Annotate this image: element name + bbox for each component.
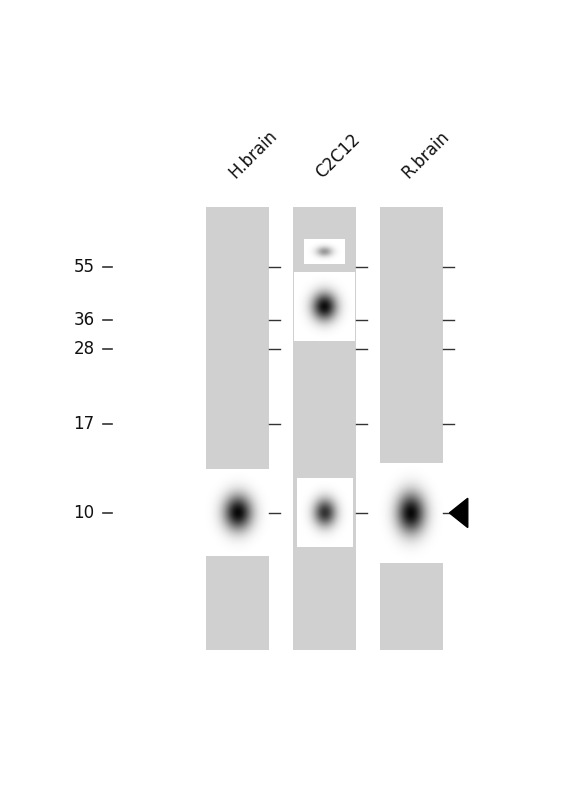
Bar xyxy=(293,207,356,650)
Polygon shape xyxy=(449,498,468,527)
Text: R.brain: R.brain xyxy=(398,128,453,182)
Bar xyxy=(380,207,443,650)
Bar xyxy=(206,207,270,650)
Text: 28: 28 xyxy=(73,340,95,358)
Text: 55: 55 xyxy=(73,258,95,276)
Text: H.brain: H.brain xyxy=(225,127,280,182)
Text: 10: 10 xyxy=(73,504,95,522)
Text: 36: 36 xyxy=(73,311,95,329)
Text: C2C12: C2C12 xyxy=(312,130,363,182)
Text: 17: 17 xyxy=(73,415,95,434)
